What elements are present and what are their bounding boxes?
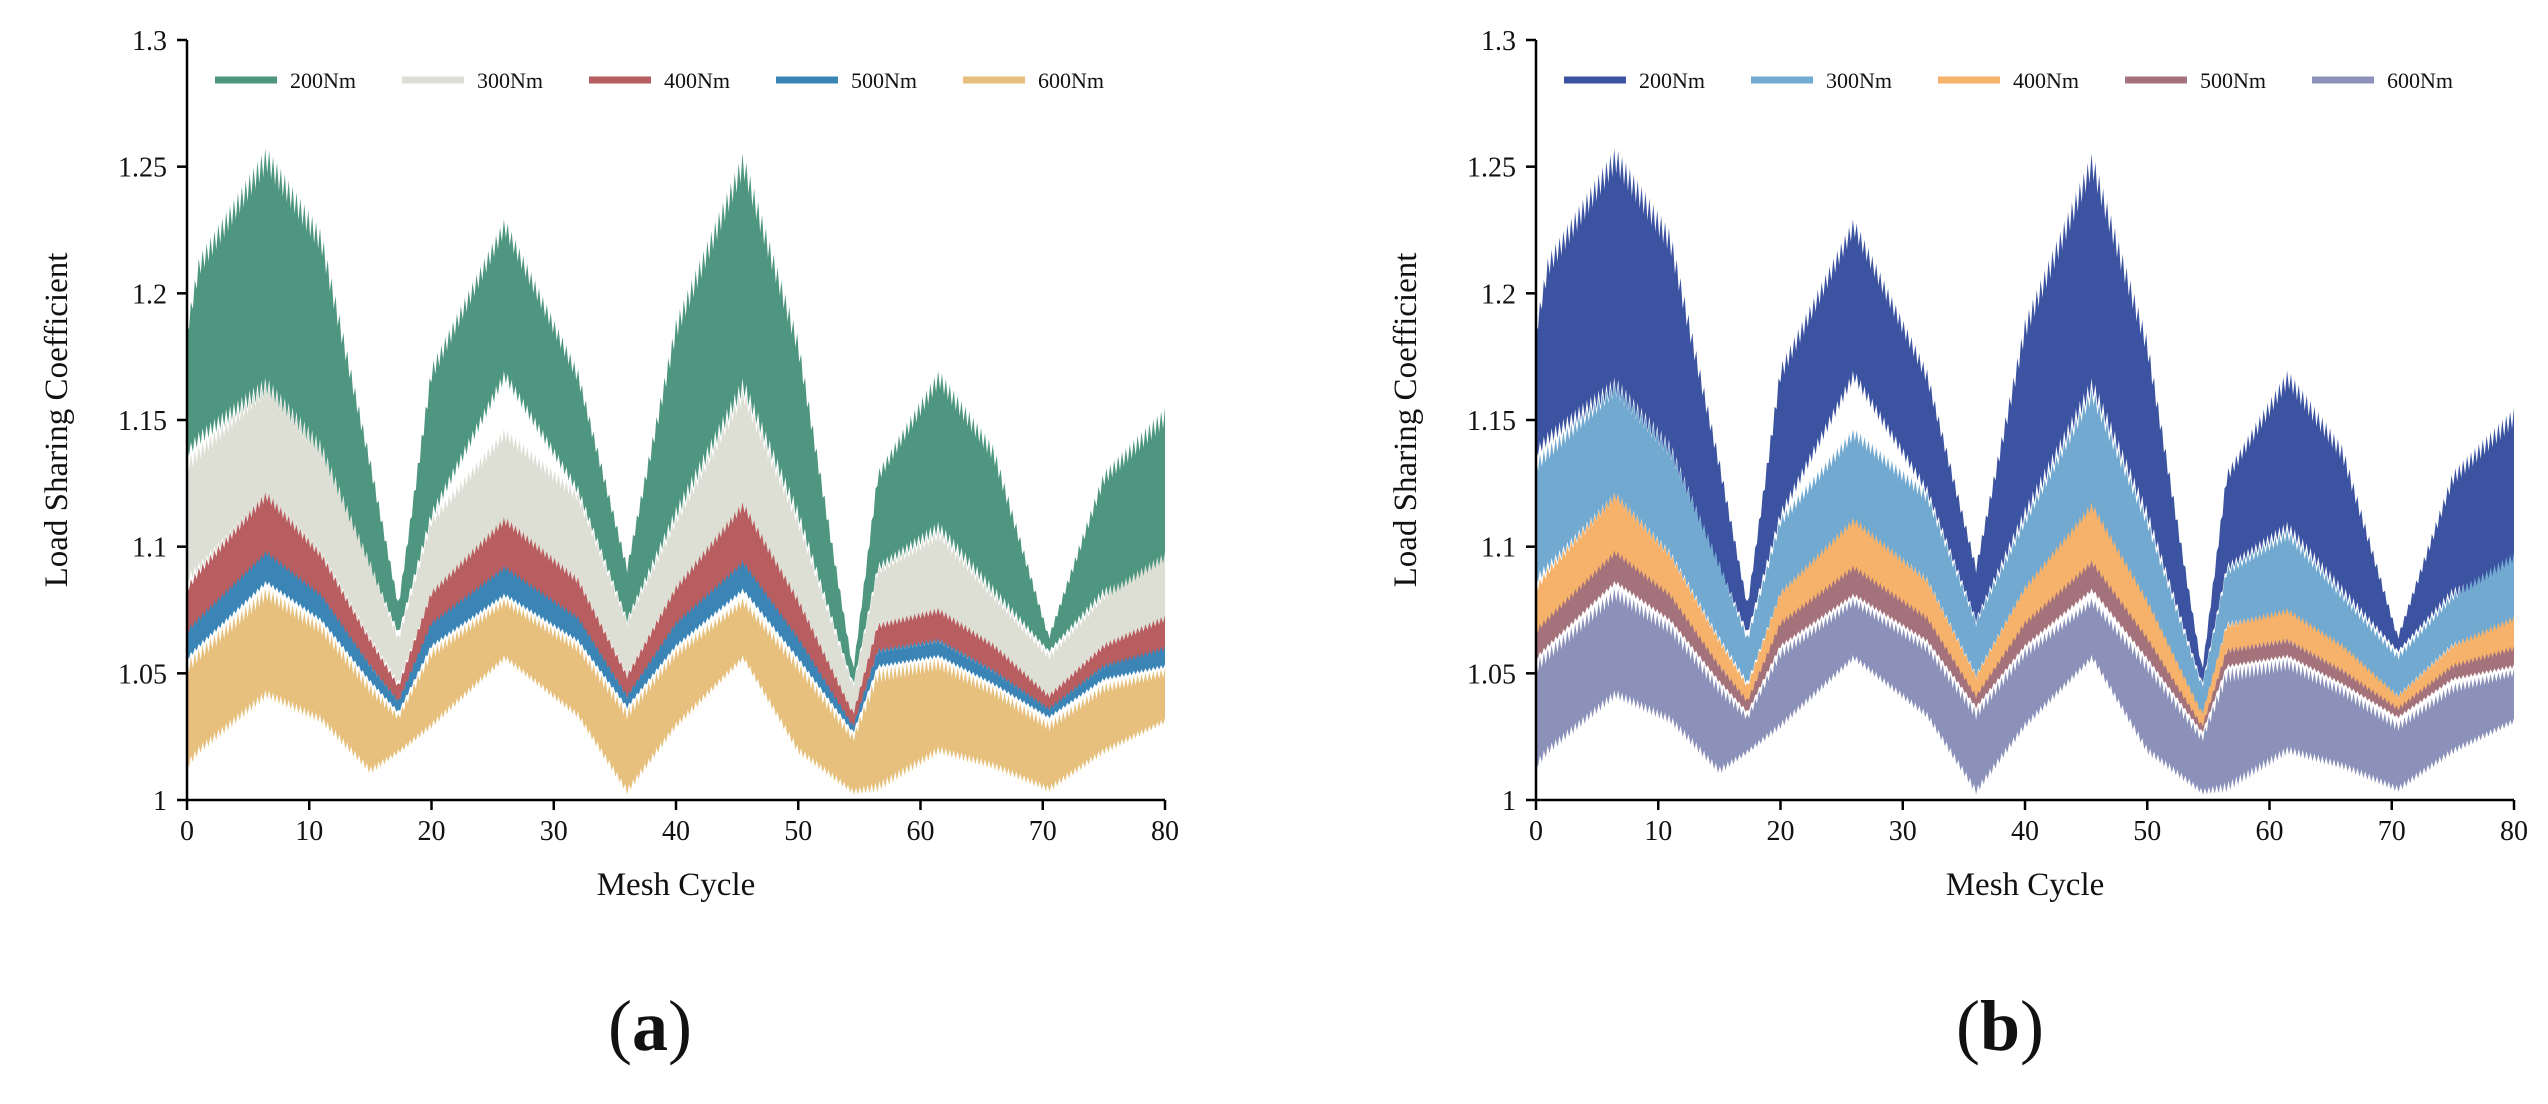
band-200Nm — [1536, 148, 2514, 683]
y-tick-label: 1.3 — [132, 26, 167, 57]
y-tick-label: 1.15 — [1467, 406, 1516, 437]
y-tick-label: 1.2 — [132, 279, 167, 310]
x-tick-label: 30 — [1889, 816, 1917, 847]
x-tick-label: 40 — [2011, 816, 2039, 847]
band-300Nm — [1536, 383, 2514, 717]
panel-label-b: (b) — [1955, 986, 2044, 1066]
legend-label-400Nm: 400Nm — [664, 68, 730, 93]
x-tick-label: 0 — [1529, 816, 1543, 847]
x-tick-label: 50 — [784, 816, 812, 847]
y-tick-label: 1.15 — [118, 406, 167, 437]
legend-label-600Nm: 600Nm — [2387, 68, 2453, 93]
x-axis-label: Mesh Cycle — [597, 867, 756, 903]
y-tick-label: 1.05 — [1467, 659, 1516, 690]
band-500Nm — [1536, 550, 2514, 733]
chart-b-svg: 0 10 20 30 40 50 60 70 80 1 1.05 1.1 1.15 1.2 1.25 1.3 M… — [1388, 26, 2528, 903]
legend-label-600Nm: 600Nm — [1038, 68, 1104, 93]
y-tick-label: 1 — [153, 786, 167, 817]
x-tick-label: 60 — [2256, 816, 2284, 847]
legend-label-500Nm: 500Nm — [851, 68, 917, 93]
y-tick-label: 1.1 — [132, 533, 167, 564]
x-tick-label: 50 — [2133, 816, 2161, 847]
band-600Nm — [1536, 588, 2514, 795]
y-axis-label: Load Sharing Coefficient — [39, 253, 75, 588]
x-tick-label: 30 — [540, 816, 568, 847]
x-tick-label: 70 — [2378, 816, 2406, 847]
x-tick-label: 60 — [907, 816, 935, 847]
x-tick-label: 80 — [2500, 816, 2528, 847]
y-tick-label: 1.05 — [118, 659, 167, 690]
legend-label-200Nm: 200Nm — [1639, 68, 1705, 93]
legend-label-400Nm: 400Nm — [2013, 68, 2079, 93]
y-tick-label: 1.25 — [1467, 153, 1516, 184]
y-tick-label: 1.1 — [1481, 533, 1516, 564]
y-tick-label: 1.3 — [1481, 26, 1516, 57]
band-200Nm — [187, 148, 1165, 683]
band-500Nm — [187, 550, 1165, 733]
band-400Nm — [187, 492, 1165, 727]
y-tick-label: 1.25 — [118, 153, 167, 184]
band-300Nm — [187, 383, 1165, 717]
band-400Nm — [1536, 492, 2514, 727]
panel-label-a: (a) — [608, 986, 692, 1066]
plot-area — [1536, 148, 2514, 795]
x-tick-label: 10 — [295, 816, 323, 847]
x-tick-label: 70 — [1029, 816, 1057, 847]
legend-label-300Nm: 300Nm — [1826, 68, 1892, 93]
legend-label-300Nm: 300Nm — [477, 68, 543, 93]
plot-area — [187, 148, 1165, 795]
band-600Nm — [187, 588, 1165, 795]
x-tick-label: 20 — [1767, 816, 1795, 847]
chart-a-svg: 0 10 20 30 40 50 60 70 80 1 1.05 1.1 1.15 1.2 1.25 1.3 M… — [39, 26, 1179, 903]
x-axis-label: Mesh Cycle — [1946, 867, 2105, 903]
legend-label-200Nm: 200Nm — [290, 68, 356, 93]
chart-panel-a: 0 10 20 30 40 50 60 70 80 1 1.05 1.1 1.15 1.2 1.25 1.3 M… — [39, 26, 1179, 1066]
chart-panel-b: 0 10 20 30 40 50 60 70 80 1 1.05 1.1 1.15 1.2 1.25 1.3 M… — [1274, 0, 2548, 1104]
x-tick-label: 20 — [418, 816, 446, 847]
legend-label-500Nm: 500Nm — [2200, 68, 2266, 93]
y-tick-label: 1.2 — [1481, 279, 1516, 310]
x-tick-label: 40 — [662, 816, 690, 847]
y-axis-label: Load Sharing Coefficient — [1388, 253, 1424, 588]
y-tick-label: 1 — [1502, 786, 1516, 817]
x-tick-label: 0 — [180, 816, 194, 847]
x-tick-label: 80 — [1151, 816, 1179, 847]
x-tick-label: 10 — [1644, 816, 1672, 847]
